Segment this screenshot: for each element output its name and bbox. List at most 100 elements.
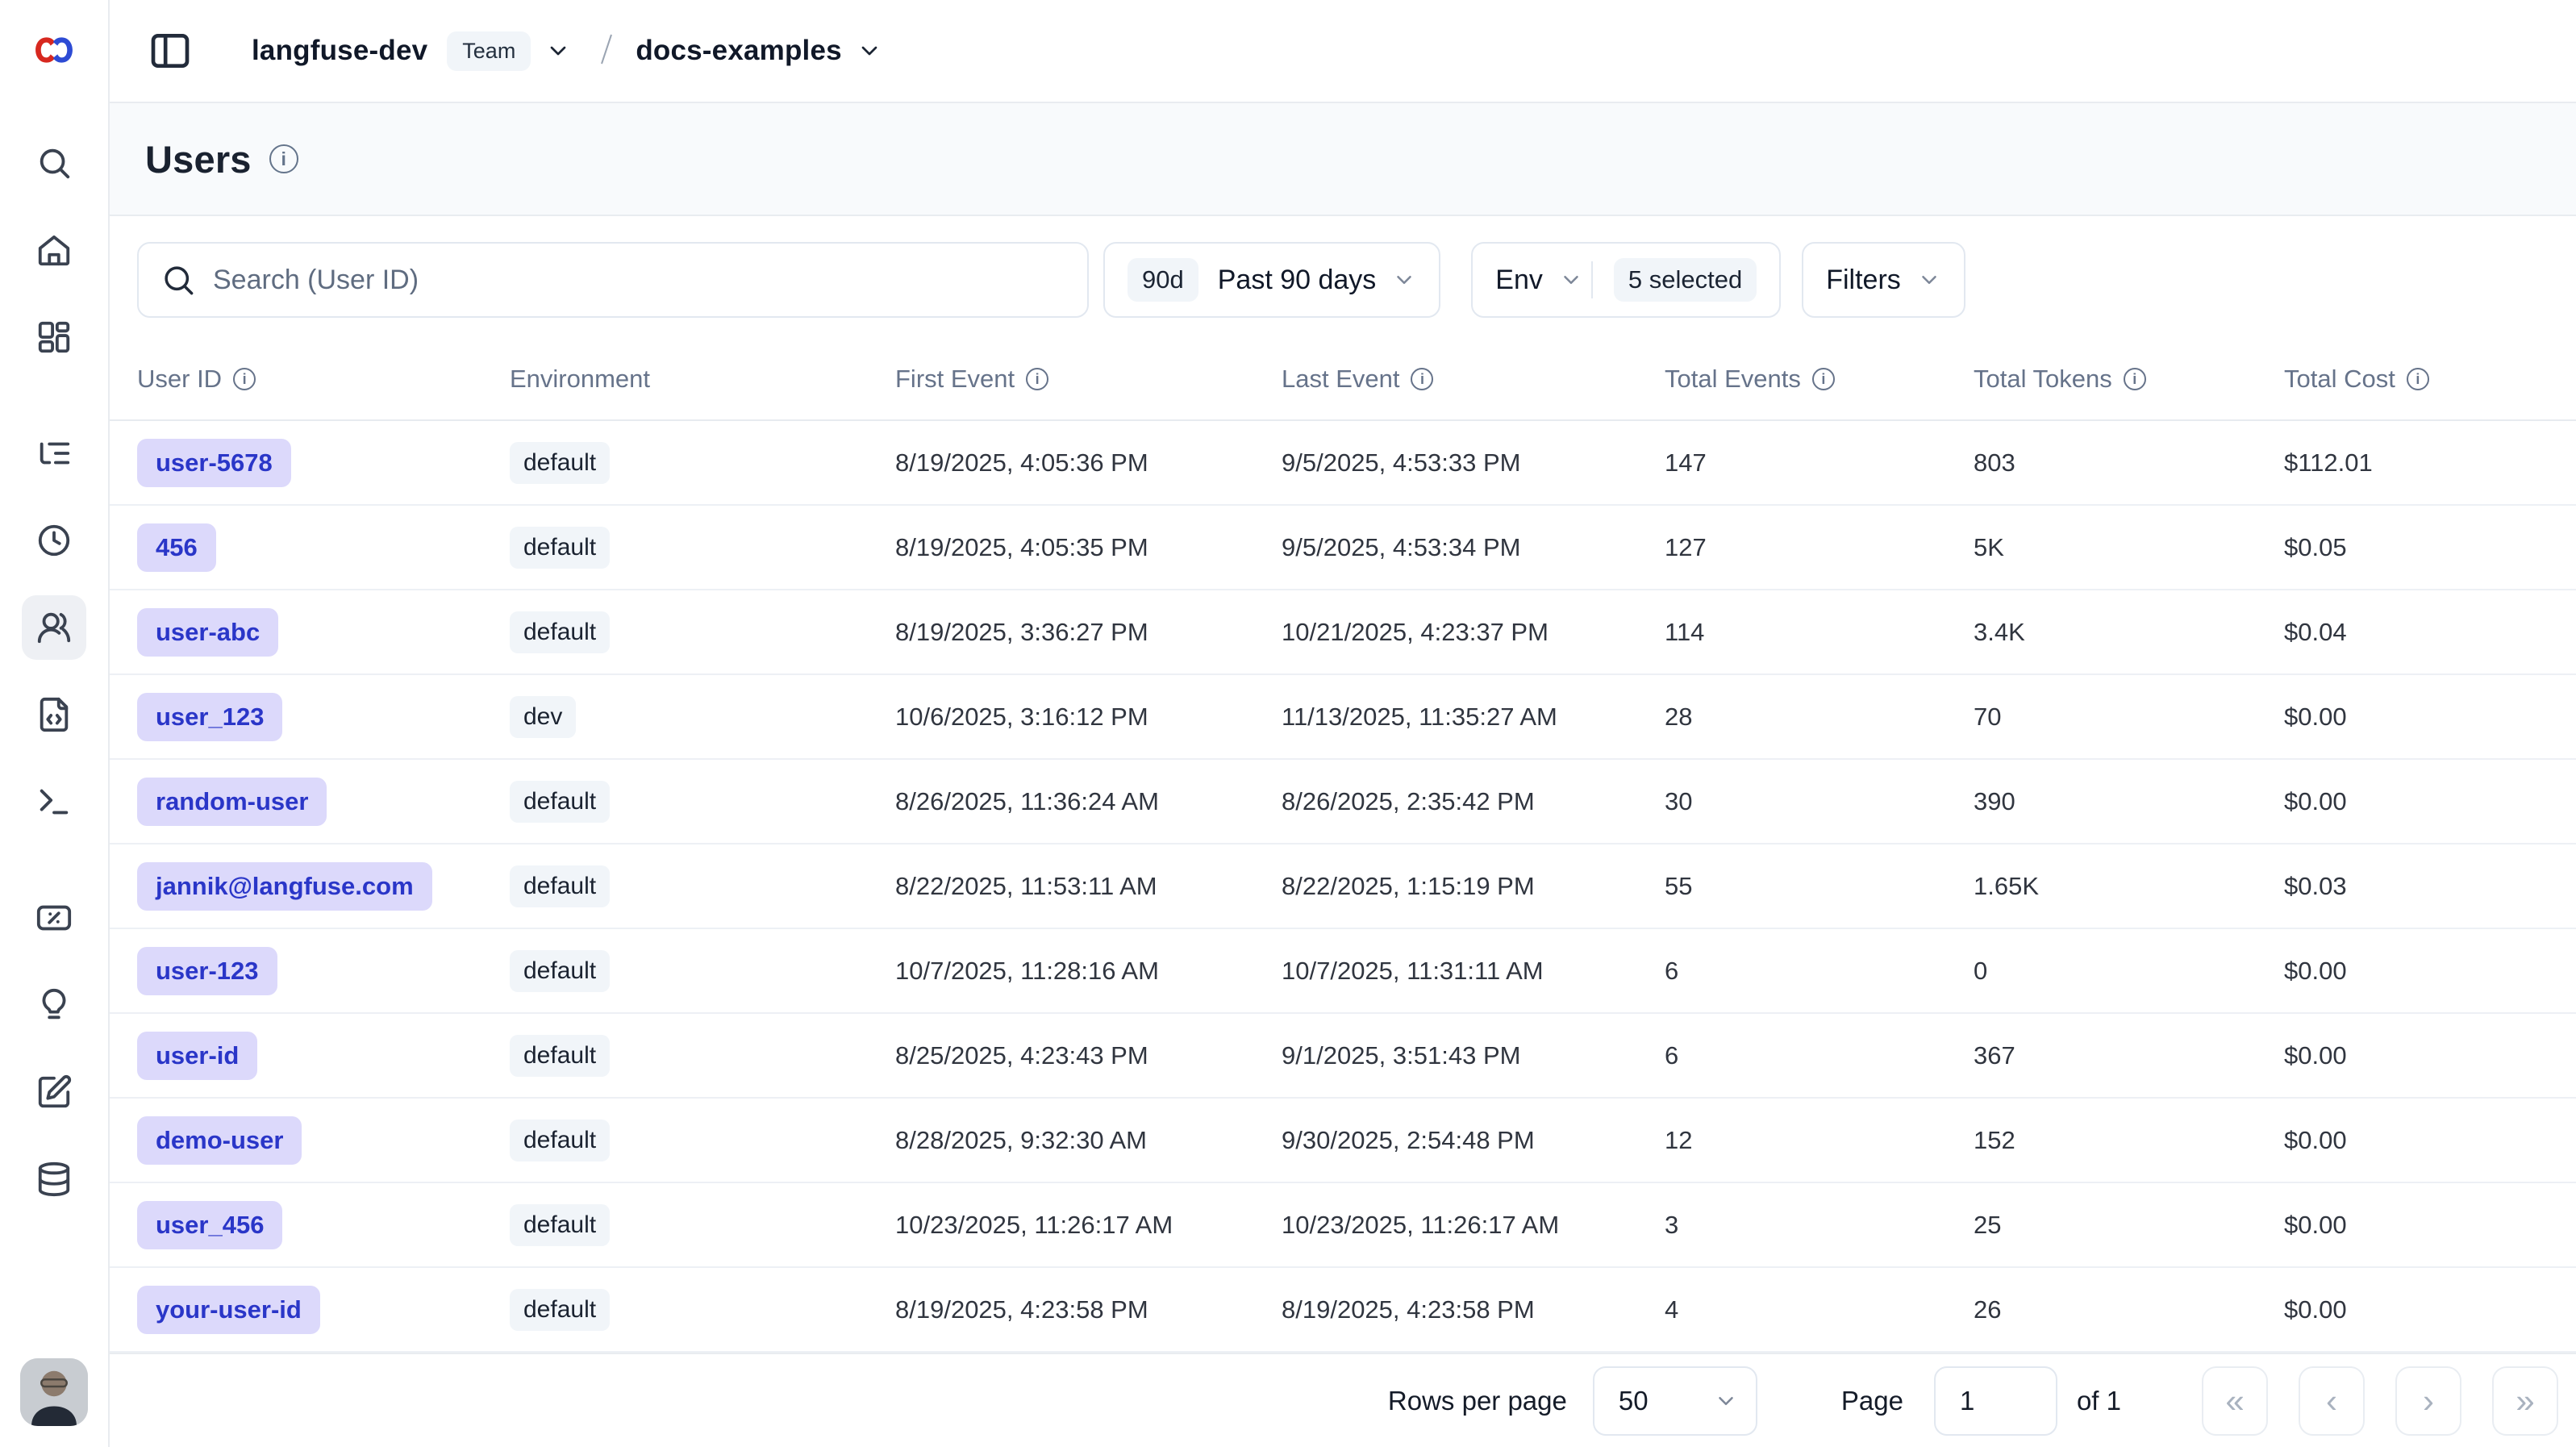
table-row[interactable]: random-user default 8/26/2025, 11:36:24 …	[110, 760, 2576, 844]
last-event-cell: 8/26/2025, 2:35:42 PM	[1282, 786, 1535, 815]
environment-filter-button[interactable]: Env 5 selected	[1471, 242, 1782, 318]
sidebar-item-evaluation[interactable]	[22, 886, 86, 950]
column-header-label: Total Events	[1665, 365, 1801, 393]
info-icon[interactable]: i	[2123, 368, 2146, 390]
info-icon[interactable]: i	[233, 368, 256, 390]
user-id-badge[interactable]: 456	[137, 523, 216, 572]
chevron-down-icon	[1392, 268, 1416, 292]
search-icon	[165, 266, 194, 295]
org-name[interactable]: langfuse-dev	[252, 35, 428, 66]
file-code-icon	[40, 697, 69, 732]
environment-badge: dev	[510, 695, 577, 738]
user-avatar[interactable]	[20, 1358, 88, 1426]
sidebar-item-prompts[interactable]	[22, 682, 86, 747]
first-event-cell: 8/25/2025, 4:23:43 PM	[895, 1040, 1148, 1070]
project-switcher[interactable]: docs-examples	[636, 35, 882, 67]
table-row[interactable]: 456 default 8/19/2025, 4:05:35 PM 9/5/20…	[110, 506, 2576, 590]
sidebar-item-home[interactable]	[22, 218, 86, 282]
filters-button[interactable]: Filters	[1802, 242, 1965, 318]
search-input[interactable]	[213, 244, 1087, 316]
next-page-button[interactable]: ›	[2395, 1366, 2461, 1436]
filters-label: Filters	[1826, 264, 1901, 295]
total-cost-cell: $0.00	[2284, 956, 2347, 985]
total-tokens-cell: 367	[1974, 1040, 2015, 1070]
users-table: User ID i Environment First Event i Last…	[110, 339, 2576, 1353]
chevron-down-icon	[1719, 1396, 1733, 1405]
first-page-button[interactable]: «	[2202, 1366, 2268, 1436]
table-row[interactable]: user-id default 8/25/2025, 4:23:43 PM 9/…	[110, 1014, 2576, 1099]
total-events-cell: 127	[1665, 532, 1707, 561]
user-id-badge[interactable]: user_456	[137, 1200, 283, 1249]
page-title: Users	[145, 137, 252, 181]
sidebar-item-tracing[interactable]	[22, 421, 86, 486]
topbar: langfuse-dev Team docs-examples	[110, 0, 2576, 103]
table-row[interactable]: user_123 dev 10/6/2025, 3:16:12 PM 11/13…	[110, 675, 2576, 760]
sidebar-item-data[interactable]	[22, 1147, 86, 1211]
user-id-badge[interactable]: your-user-id	[137, 1285, 320, 1334]
total-tokens-cell: 26	[1974, 1295, 2002, 1324]
column-header-label: Total Cost	[2284, 365, 2395, 393]
table-row[interactable]: jannik@langfuse.com default 8/22/2025, 1…	[110, 844, 2576, 929]
environment-badge: default	[510, 1288, 611, 1331]
sidebar-item-datasets[interactable]	[22, 1060, 86, 1124]
total-tokens-cell: 25	[1974, 1210, 2002, 1239]
total-cost-cell: $112.01	[2284, 448, 2373, 477]
info-icon[interactable]: i	[1026, 368, 1049, 390]
date-range-label: Past 90 days	[1217, 264, 1377, 295]
user-id-badge[interactable]: user-id	[137, 1031, 258, 1080]
info-icon[interactable]: i	[1411, 368, 1434, 390]
info-icon[interactable]: i	[2406, 368, 2429, 390]
rows-per-page-select[interactable]: 50	[1592, 1366, 1757, 1436]
last-event-cell: 10/21/2025, 4:23:37 PM	[1282, 617, 1549, 646]
total-events-cell: 4	[1665, 1295, 1679, 1324]
table-row[interactable]: user-abc default 8/19/2025, 3:36:27 PM 1…	[110, 590, 2576, 675]
last-page-button[interactable]: »	[2492, 1366, 2558, 1436]
total-tokens-cell: 803	[1974, 448, 2015, 477]
column-header-label: First Event	[895, 365, 1015, 393]
date-range-button[interactable]: 90d Past 90 days	[1103, 242, 1441, 318]
total-events-cell: 6	[1665, 956, 1679, 985]
chevron-down-icon	[861, 46, 877, 56]
sidebar-item-users[interactable]	[22, 595, 86, 660]
breadcrumb: langfuse-dev Team docs-examples	[252, 31, 882, 71]
user-id-badge[interactable]: user-5678	[137, 438, 291, 487]
user-id-badge[interactable]: random-user	[137, 777, 327, 826]
sidebar-item-insights[interactable]	[22, 973, 86, 1037]
sidebar	[0, 0, 110, 1447]
table-row[interactable]: user_456 default 10/23/2025, 11:26:17 AM…	[110, 1183, 2576, 1268]
total-tokens-cell: 0	[1974, 956, 1988, 985]
user-id-badge[interactable]: demo-user	[137, 1115, 302, 1165]
info-icon[interactable]: i	[1811, 368, 1835, 390]
user-id-badge[interactable]: user-123	[137, 946, 277, 995]
user-id-badge[interactable]: user-abc	[137, 607, 279, 657]
sidebar-item-playground[interactable]	[22, 769, 86, 834]
sidebar-item-sessions[interactable]	[22, 508, 86, 573]
org-switcher[interactable]	[545, 38, 571, 64]
page-number-input[interactable]	[1933, 1366, 2057, 1436]
first-event-cell: 10/6/2025, 3:16:12 PM	[895, 702, 1148, 731]
table-row[interactable]: demo-user default 8/28/2025, 9:32:30 AM …	[110, 1099, 2576, 1183]
langfuse-logo[interactable]	[34, 32, 74, 68]
table-row[interactable]: user-123 default 10/7/2025, 11:28:16 AM …	[110, 929, 2576, 1014]
previous-page-button[interactable]: ‹	[2299, 1366, 2365, 1436]
content: 90d Past 90 days Env 5 selected Filters	[110, 216, 2576, 1353]
environment-badge: default	[510, 1034, 611, 1077]
project-chevron	[857, 38, 882, 64]
last-event-cell: 10/23/2025, 11:26:17 AM	[1282, 1210, 1560, 1239]
chevron-down-icon	[1917, 268, 1941, 292]
sidebar-item-dashboards[interactable]	[22, 305, 86, 369]
total-events-cell: 30	[1665, 786, 1693, 815]
environment-badge: default	[510, 780, 611, 823]
total-cost-cell: $0.03	[2284, 871, 2347, 900]
first-event-cell: 8/19/2025, 4:23:58 PM	[895, 1295, 1148, 1324]
total-events-cell: 12	[1665, 1125, 1693, 1154]
table-row[interactable]: user-5678 default 8/19/2025, 4:05:36 PM …	[110, 421, 2576, 506]
user-id-badge[interactable]: user_123	[137, 692, 283, 741]
logo-blue-loop	[52, 37, 73, 63]
total-tokens-cell: 1.65K	[1974, 871, 2040, 900]
table-row[interactable]: your-user-id default 8/19/2025, 4:23:58 …	[110, 1268, 2576, 1353]
page-info-icon[interactable]: i	[269, 144, 298, 173]
sidebar-item-search[interactable]	[22, 131, 86, 195]
sidebar-toggle-button[interactable]	[147, 27, 194, 74]
user-id-badge[interactable]: jannik@langfuse.com	[137, 861, 432, 911]
